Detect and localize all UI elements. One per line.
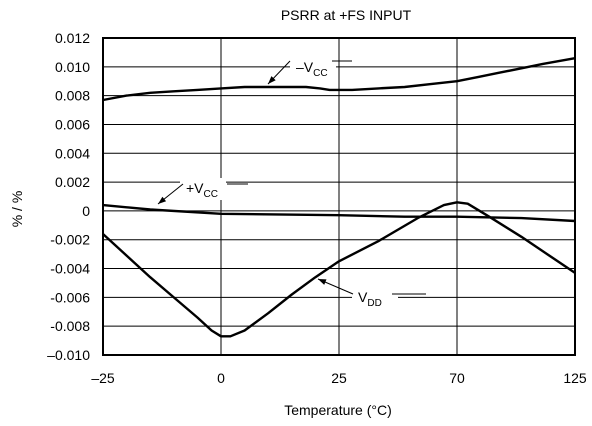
series-line-1 xyxy=(102,203,576,223)
y-tick-label: -0.006 xyxy=(50,289,90,305)
y-tick-label: 0.012 xyxy=(55,30,90,46)
series-label-text: VDD xyxy=(358,289,382,309)
y-tick-label: 0.002 xyxy=(55,174,90,190)
x-tick-label: 125 xyxy=(563,370,587,386)
series-label-1: +VCC xyxy=(157,178,248,205)
series-line-2 xyxy=(102,201,576,338)
series-label-text: –VCC xyxy=(296,59,328,79)
x-axis-label: Temperature (°C) xyxy=(284,402,392,418)
arrowhead xyxy=(318,279,327,285)
y-tick-label: –0.010 xyxy=(47,347,90,363)
y-tick-label: 0.006 xyxy=(55,116,90,132)
chart-title: PSRR at +FS INPUT xyxy=(281,7,412,23)
x-tick-label: 0 xyxy=(217,370,225,386)
x-tick-label: 25 xyxy=(331,370,347,386)
x-tick-label: 70 xyxy=(449,370,465,386)
arrowhead xyxy=(158,196,167,204)
arrowhead xyxy=(268,76,276,84)
plot-frame xyxy=(102,37,576,356)
y-tick-label: 0.010 xyxy=(55,59,90,75)
y-tick-label: 0.008 xyxy=(55,88,90,104)
series-line-0 xyxy=(102,57,576,102)
y-tick-label: 0.004 xyxy=(55,145,90,161)
series-annotations: –VCC +VCC VDD xyxy=(157,57,426,309)
y-axis-label: % / % xyxy=(9,191,25,228)
grid-lines xyxy=(102,37,576,356)
series-label-text: +VCC xyxy=(186,180,218,200)
y-tick-label: -0.008 xyxy=(50,318,90,334)
series-lines xyxy=(102,57,576,338)
y-tick-label: -0.002 xyxy=(50,232,90,248)
series-label-2: VDD xyxy=(317,278,426,309)
y-tick-label: 0 xyxy=(82,203,90,219)
x-tick-labels: –25 0 25 70 125 xyxy=(91,370,587,386)
x-tick-label: –25 xyxy=(91,370,115,386)
y-tick-label: -0.004 xyxy=(50,261,90,277)
y-tick-labels: 0.012 0.010 0.008 0.006 0.004 0.002 0 -0.002 -0.… xyxy=(47,30,90,363)
series-label-0: –VCC xyxy=(267,57,352,85)
